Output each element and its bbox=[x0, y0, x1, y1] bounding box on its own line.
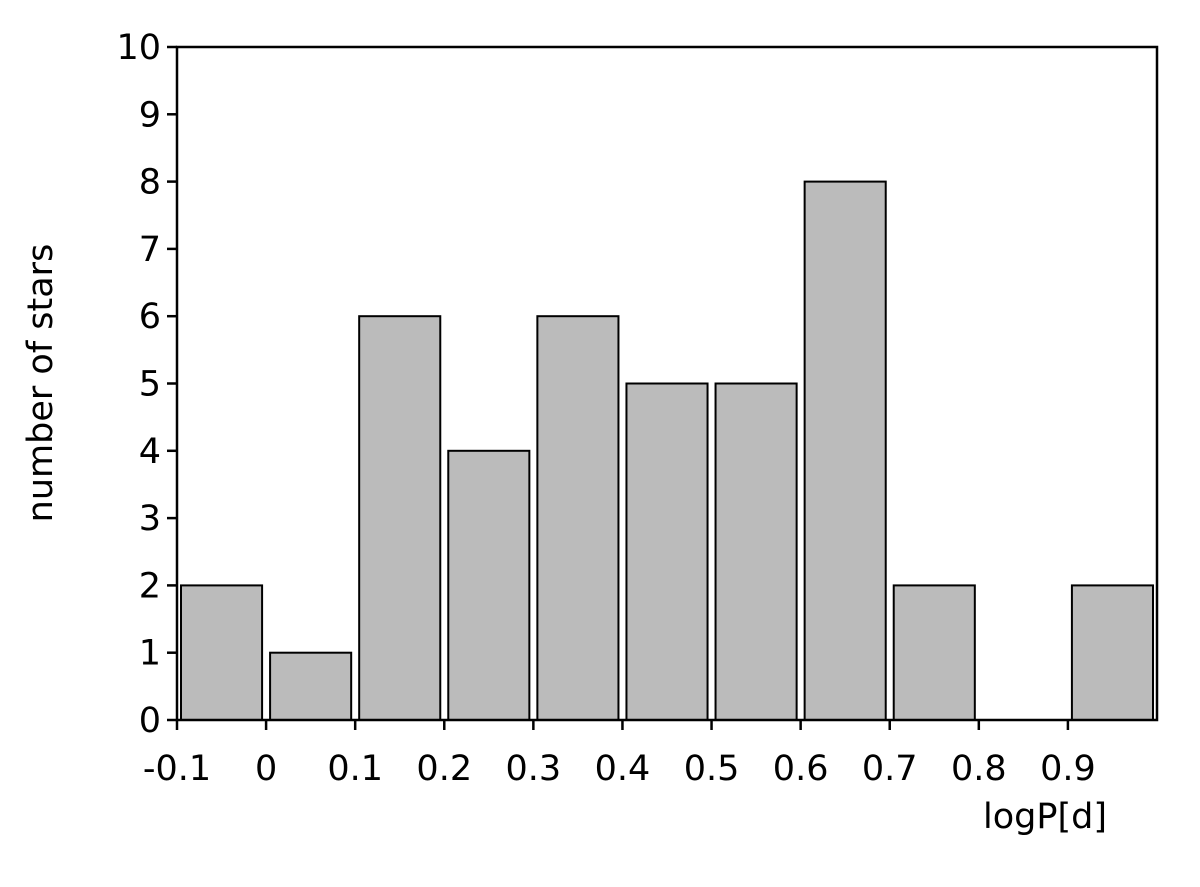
bar bbox=[892, 584, 976, 722]
bar bbox=[269, 651, 353, 722]
x-tick-label: 0.9 bbox=[1040, 749, 1096, 789]
bar bbox=[358, 315, 442, 721]
x-tick-label: 0.8 bbox=[951, 749, 1007, 789]
y-tick-label: 9 bbox=[139, 95, 161, 135]
x-axis-label: logP[d] bbox=[983, 797, 1107, 837]
y-tick-label: 7 bbox=[139, 230, 161, 270]
bar bbox=[803, 180, 887, 722]
x-tick-label: 0.7 bbox=[862, 749, 918, 789]
x-tick-label: 0 bbox=[255, 749, 277, 789]
x-tick-label: 0.2 bbox=[416, 749, 472, 789]
x-tick-label: 0.3 bbox=[506, 749, 562, 789]
x-tick-label: 0.6 bbox=[773, 749, 829, 789]
y-tick-label: 5 bbox=[139, 365, 161, 405]
x-tick-label: 0.5 bbox=[684, 749, 740, 789]
y-axis-label: number of stars bbox=[21, 244, 61, 523]
y-tick-label: 1 bbox=[139, 634, 161, 674]
bar bbox=[447, 449, 531, 721]
bar bbox=[1070, 584, 1154, 722]
y-tick-label: 2 bbox=[139, 566, 161, 606]
y-tick-label: 10 bbox=[116, 28, 161, 68]
x-tick-label: -0.1 bbox=[143, 749, 211, 789]
y-tick-label: 0 bbox=[139, 701, 161, 741]
x-tick-label: 0.1 bbox=[327, 749, 383, 789]
bar bbox=[536, 315, 620, 721]
y-tick-label: 8 bbox=[139, 163, 161, 203]
y-tick-label: 3 bbox=[139, 499, 161, 539]
bar bbox=[714, 382, 798, 721]
y-tick-label: 4 bbox=[139, 432, 161, 472]
y-tick-label: 6 bbox=[139, 297, 161, 337]
bar bbox=[180, 584, 264, 722]
bar bbox=[625, 382, 709, 721]
x-tick-label: 0.4 bbox=[595, 749, 651, 789]
